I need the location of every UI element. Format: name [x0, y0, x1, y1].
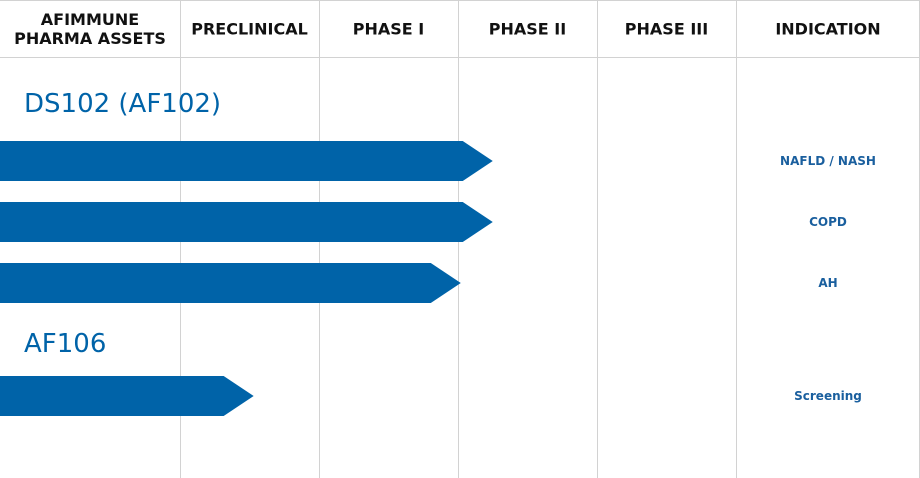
column-header-label: PHASE I [353, 20, 424, 39]
indication-label: NAFLD / NASH [780, 154, 876, 168]
column-header-label: PRECLINICAL [191, 20, 308, 39]
column-header-label: AFIMMUNE [41, 10, 139, 29]
column-header-label: PHASE III [625, 20, 708, 39]
progress-arrow-bar [0, 263, 461, 303]
column-header-label: INDICATION [775, 20, 880, 39]
indication-label: Screening [794, 389, 862, 403]
chart-body: DS102 (AF102) NAFLD / NASH COPD AH AF106 Scre… [0, 89, 876, 416]
asset-name: AF106 [24, 329, 106, 359]
progress-arrow-bar [0, 376, 254, 416]
asset-name: DS102 (AF102) [24, 89, 221, 119]
indication-label: AH [818, 276, 837, 290]
progress-arrow-bar [0, 202, 493, 242]
progress-arrow-bar [0, 141, 493, 181]
indication-label: COPD [809, 215, 847, 229]
column-header-label: PHARMA ASSETS [14, 29, 166, 48]
column-header-label: PHASE II [489, 20, 566, 39]
